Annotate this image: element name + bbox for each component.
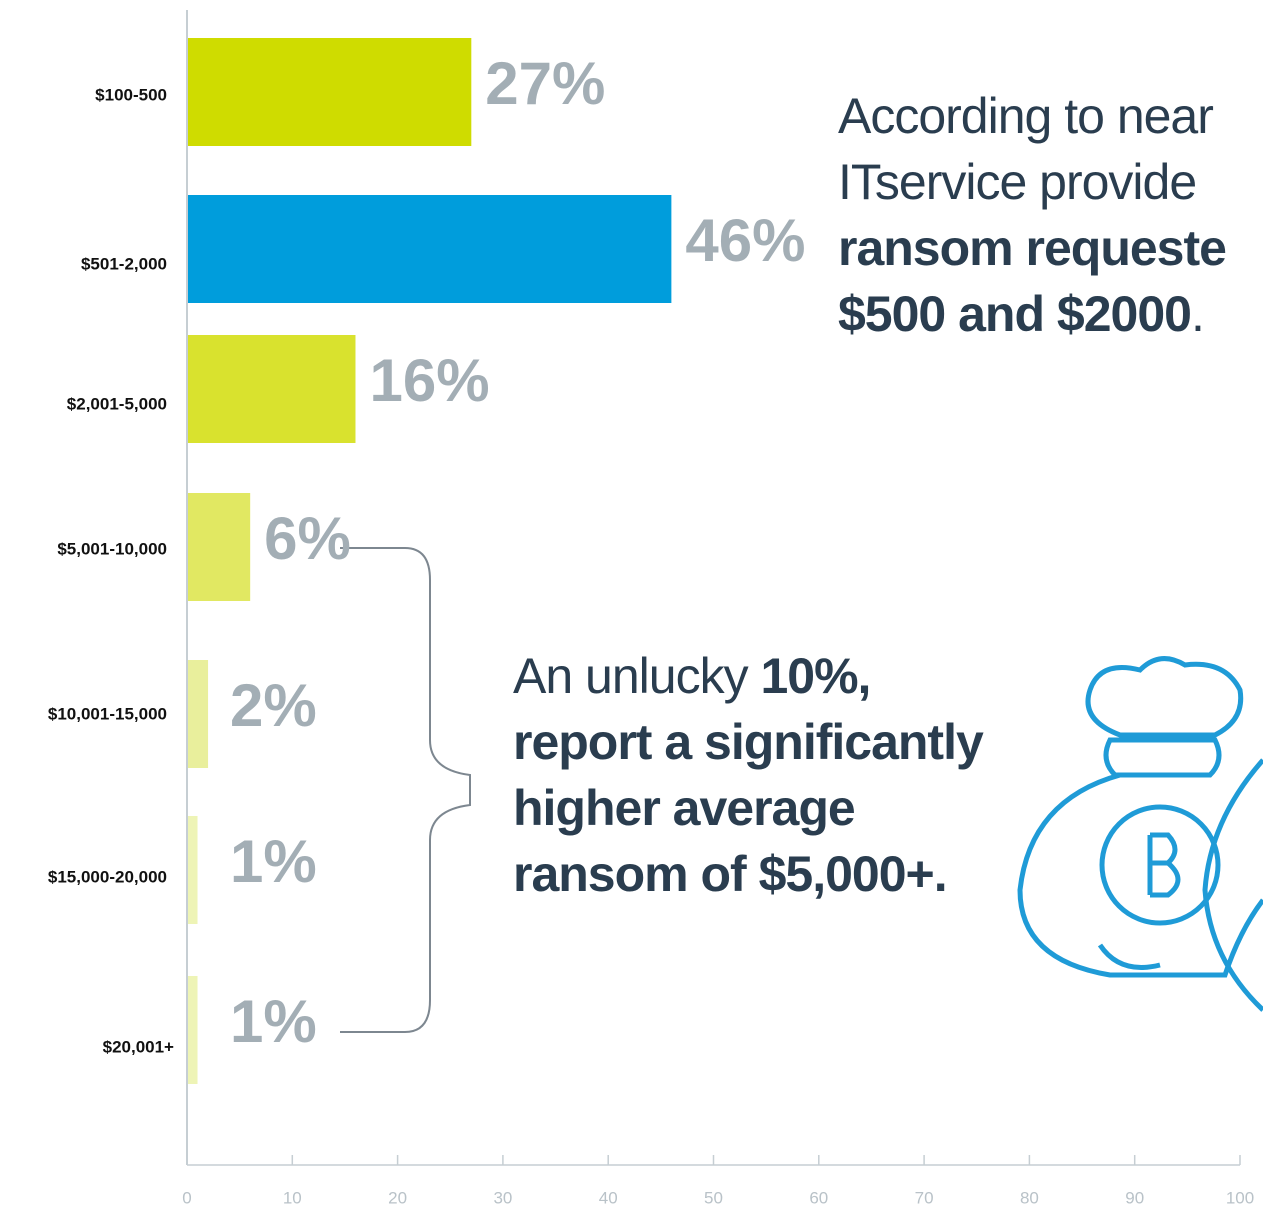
bar [187,335,356,443]
category-label: $5,001-10,000 [57,539,167,558]
annotation-segment: ITservice provide [838,154,1196,210]
annotation-line: higher average [513,780,855,836]
bag-knot [1103,737,1222,778]
value-label: 27% [485,50,605,117]
category-label: $2,001-5,000 [67,394,167,413]
annotation-segment: 10%, [760,648,870,704]
category-label: $100-500 [95,85,167,104]
bag-second [1202,758,1263,1012]
x-tick-label: 100 [1226,1188,1254,1207]
value-label: 16% [369,347,489,414]
coin-symbol [1147,832,1181,898]
bag-hand [1097,943,1161,970]
category-label: $20,001+ [103,1037,174,1056]
annotation-segment: ransom of $5,000+. [513,846,947,902]
annotation-line: ransom of $5,000+. [513,846,947,902]
value-label: 6% [264,505,351,572]
annotation-line: ITservice provide [838,154,1196,210]
bar [187,195,672,303]
annotation-line: According to near [838,88,1213,144]
value-label: 1% [230,828,317,895]
bag-body [1017,772,1263,978]
x-tick-label: 40 [599,1188,618,1207]
value-label: 2% [230,672,317,739]
x-tick-label: 50 [704,1188,723,1207]
annotation-segment: higher average [513,780,855,836]
bar [187,38,472,146]
coin [1099,804,1221,926]
annotation-segment: $500 and $2000 [838,286,1191,342]
annotation-line: An unlucky 10%, [513,648,870,704]
bar [187,660,209,768]
x-tick-label: 60 [809,1188,828,1207]
category-label: $501-2,000 [81,254,167,273]
brace-path [340,547,471,1033]
annotation-segment: According to near [838,88,1213,144]
value-label: 46% [685,207,805,274]
value-label: 1% [230,988,317,1055]
annotation-segment: An unlucky [513,648,760,704]
bar [187,493,251,601]
x-tick-label: 90 [1125,1188,1144,1207]
x-tick-label: 20 [388,1188,407,1207]
bar [187,816,198,924]
bag-top [1085,656,1244,738]
annotation-segment: report a significantly [513,714,984,770]
annotation-segment: ransom requeste [838,220,1226,276]
annotation-line: $500 and $2000. [838,286,1204,342]
annotation-line: report a significantly [513,714,984,770]
x-tick-label: 70 [915,1188,934,1207]
x-tick-label: 0 [182,1188,191,1207]
category-label: $15,000-20,000 [48,867,167,886]
annotation-segment: . [1191,286,1204,342]
x-tick-label: 80 [1020,1188,1039,1207]
x-tick-label: 10 [283,1188,302,1207]
annotation-line: ransom requeste [838,220,1226,276]
category-label: $10,001-15,000 [48,704,167,723]
x-tick-label: 30 [493,1188,512,1207]
brace [340,547,471,1033]
money-bag-icon [1017,656,1263,1012]
bar [187,976,198,1084]
